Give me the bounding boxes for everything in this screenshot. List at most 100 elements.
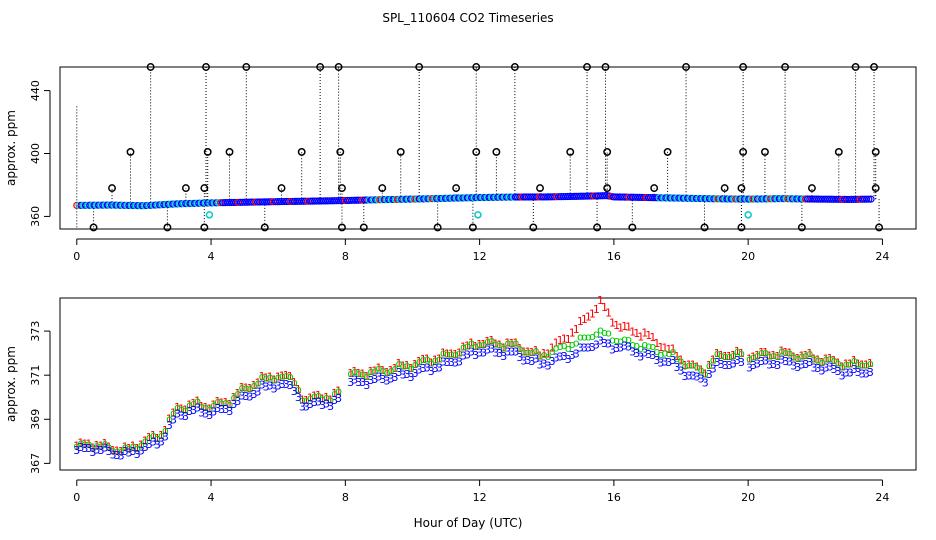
bottom-data-point: o xyxy=(194,395,201,408)
bottom-data-point: 3 xyxy=(657,357,664,370)
bottom-data-point: 3 xyxy=(806,356,813,369)
bottom-data-point: 3 xyxy=(81,442,88,455)
bottom-data-point: 1 xyxy=(424,353,431,366)
bottom-data-point: 1 xyxy=(573,323,580,336)
bottom-data-point: 3 xyxy=(138,445,145,458)
bottom-data-point: o xyxy=(150,429,157,442)
bottom-data-point: 3 xyxy=(472,349,479,362)
bottom-data-point: 1 xyxy=(436,353,443,366)
bottom-data-point: 1 xyxy=(843,358,850,371)
bottom-data-point: 1 xyxy=(170,407,177,420)
bottom-data-point: o xyxy=(130,440,137,453)
bottom-data-point: o xyxy=(484,335,491,348)
bottom-data-point: 3 xyxy=(448,356,455,369)
spike-marker xyxy=(203,147,212,156)
bottom-data-point: 1 xyxy=(492,338,499,351)
bottom-data-point: 3 xyxy=(524,354,531,367)
top-plot-frame xyxy=(59,66,917,230)
bottom-data-point: 1 xyxy=(786,346,793,359)
bottom-data-point: o xyxy=(267,371,274,384)
bottom-data-point: 1 xyxy=(476,338,483,351)
spike-marker xyxy=(851,63,860,71)
bottom-data-point: 1 xyxy=(73,440,80,453)
bottom-data-point: 1 xyxy=(363,370,370,383)
bottom-data-point: 1 xyxy=(496,338,503,351)
bottom-data-point: o xyxy=(573,336,580,349)
x-tick-label: 12 xyxy=(473,491,487,504)
bottom-data-point: 3 xyxy=(847,367,854,380)
bottom-data-point: o xyxy=(541,348,548,361)
bottom-data-point: 1 xyxy=(669,342,676,355)
bottom-data-point: o xyxy=(198,400,205,413)
bottom-data-point: 1 xyxy=(456,347,463,360)
bottom-data-point: 1 xyxy=(863,359,870,372)
bottom-data-point: 3 xyxy=(794,361,801,374)
bottom-data-point: 1 xyxy=(766,350,773,363)
bottom-data-point: o xyxy=(295,383,302,396)
bottom-data-point: 1 xyxy=(637,331,644,344)
bottom-data-point: 3 xyxy=(678,364,685,377)
bottom-data-point: 1 xyxy=(468,336,475,349)
bottom-data-point: 1 xyxy=(605,307,612,320)
bottom-data-point: 1 xyxy=(238,381,245,394)
bottom-data-point: o xyxy=(158,429,165,442)
bottom-data-point: 1 xyxy=(678,353,685,366)
bottom-data-point: 1 xyxy=(533,344,540,357)
bottom-data-point: o xyxy=(645,339,652,352)
spike-marker xyxy=(277,184,286,193)
bottom-data-point: 3 xyxy=(198,407,205,420)
bottom-data-point: 3 xyxy=(214,402,221,415)
spike-marker xyxy=(510,63,519,71)
bottom-data-point: 3 xyxy=(118,450,125,463)
bottom-data-point: 3 xyxy=(126,447,133,460)
bottom-data-point: o xyxy=(416,355,423,368)
bottom-data-point: 3 xyxy=(420,362,427,375)
bottom-data-point: 1 xyxy=(222,396,229,409)
bottom-data-point: o xyxy=(351,365,358,378)
bottom-data-point: 3 xyxy=(831,363,838,376)
bottom-data-point: 3 xyxy=(589,341,596,354)
bottom-data-point: 1 xyxy=(158,429,165,442)
bottom-data-point: o xyxy=(404,359,411,372)
bottom-data-point: 1 xyxy=(396,357,403,370)
bottom-data-point: 3 xyxy=(174,408,181,421)
bottom-data-point: 1 xyxy=(790,351,797,364)
bottom-data-point: o xyxy=(847,358,854,371)
bottom-data-point: 1 xyxy=(565,333,572,346)
bottom-data-point: o xyxy=(235,387,242,400)
bottom-data-point: 1 xyxy=(214,395,221,408)
bottom-panel: 1111111111111111111111111111111111111111… xyxy=(4,294,917,504)
y-tick-label: 400 xyxy=(29,143,42,164)
bottom-data-point: 1 xyxy=(508,337,515,350)
bottom-data-point: o xyxy=(424,353,431,366)
bottom-data-point: 1 xyxy=(810,353,817,366)
spike-marker xyxy=(396,147,405,156)
bottom-data-point: o xyxy=(243,381,250,394)
bottom-data-point: 1 xyxy=(186,398,193,411)
bottom-data-point: o xyxy=(722,350,729,363)
bottom-data-point: 1 xyxy=(311,390,318,403)
bottom-data-point: o xyxy=(577,330,584,343)
bottom-data-point: 3 xyxy=(327,400,334,413)
bottom-data-point: o xyxy=(730,349,737,362)
spike-marker xyxy=(583,63,591,71)
bottom-data-point: o xyxy=(811,353,818,366)
bottom-data-point: o xyxy=(98,439,105,452)
bottom-data-point: 3 xyxy=(73,444,80,457)
bottom-data-point: o xyxy=(863,359,870,372)
bottom-data-point: 3 xyxy=(444,356,451,369)
bottom-data-point: 3 xyxy=(194,401,201,414)
bottom-data-point: 1 xyxy=(633,327,640,340)
spike-marker xyxy=(739,147,748,156)
bottom-data-point: 3 xyxy=(698,373,705,386)
bottom-data-point: o xyxy=(786,346,793,359)
bottom-data-point: o xyxy=(118,445,125,458)
spike-marker xyxy=(871,184,880,193)
spike-marker xyxy=(468,223,477,232)
bottom-data-point: 1 xyxy=(734,345,741,358)
bottom-data-point: o xyxy=(436,353,443,366)
bottom-data-point: 1 xyxy=(464,340,471,353)
bottom-data-point: 1 xyxy=(146,431,153,444)
bottom-data-point: 1 xyxy=(383,366,390,379)
bottom-data-point: o xyxy=(206,402,213,415)
